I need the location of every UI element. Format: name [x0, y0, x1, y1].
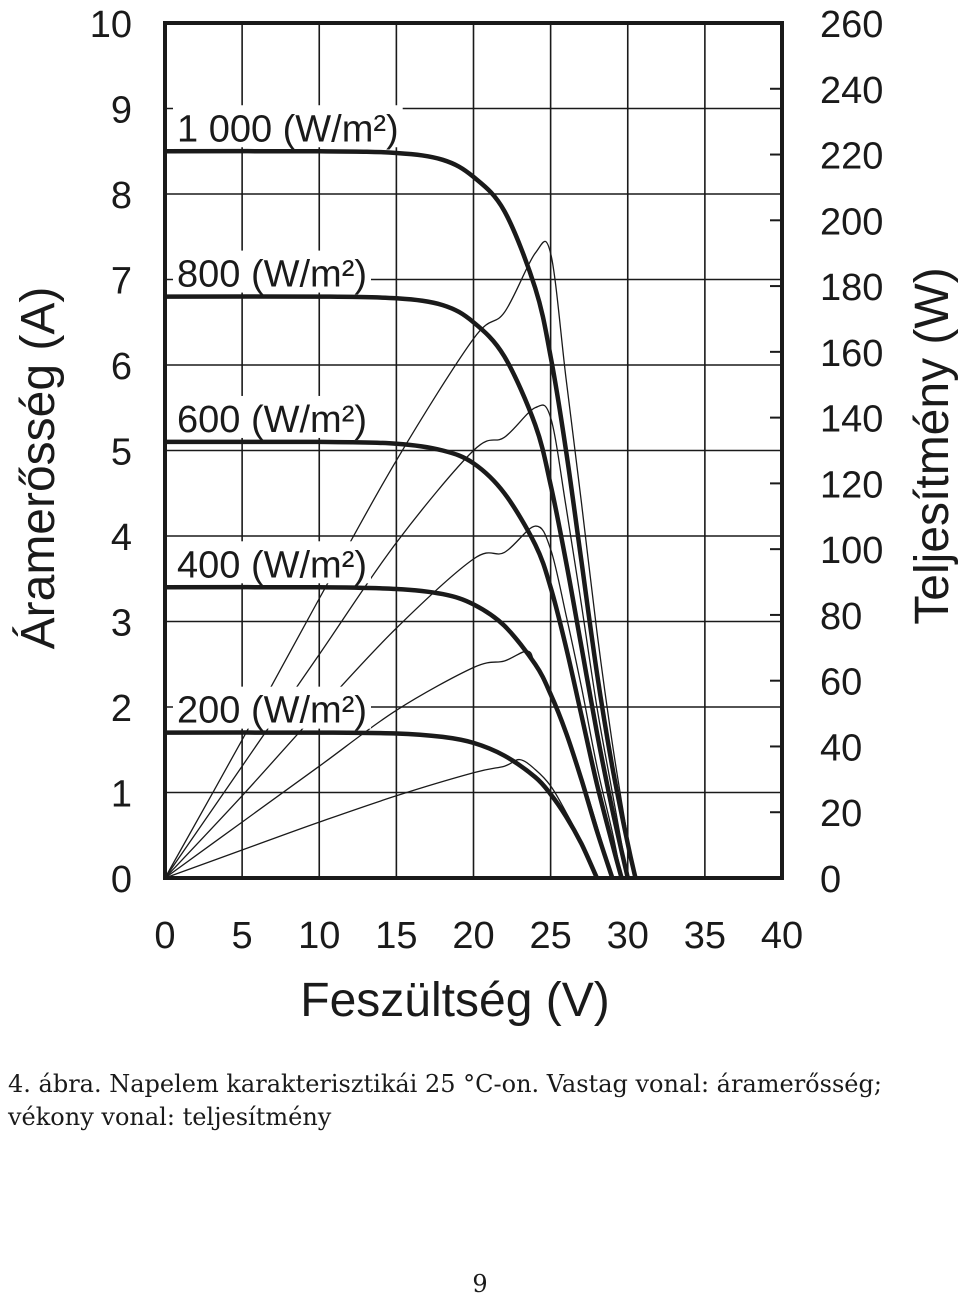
page-number: 9 — [472, 1270, 488, 1298]
current-curve-4 — [164, 584, 615, 879]
current-curve-3 — [164, 439, 624, 879]
y2-axis-tick-labels: 0 20 40 60 80 100 120 140 160 180 200 220 240 260 — [820, 4, 883, 901]
x-axis-title: Feszültség (V) — [300, 974, 609, 1027]
y-tick-label: 8 — [111, 175, 132, 217]
current-curve-5 — [164, 730, 599, 879]
curve-label-background — [173, 541, 371, 584]
y-tick-label: 0 — [111, 859, 132, 901]
power-curve-2 — [164, 404, 629, 879]
y-tick-label: 9 — [111, 90, 132, 132]
y2-tick-label: 180 — [820, 267, 883, 309]
y2-tick-label: 100 — [820, 530, 883, 572]
y2-axis-title: Teljesítmény (W) — [906, 267, 959, 624]
y2-tick-label: 40 — [820, 727, 862, 769]
curve-label-background — [173, 105, 403, 148]
current-curve-2 — [164, 294, 630, 879]
y-tick-label: 6 — [111, 346, 132, 388]
y-tick-label: 2 — [111, 688, 132, 730]
x-tick-label: 40 — [761, 915, 803, 957]
current-curve-1 — [164, 148, 638, 879]
curve-label-background — [173, 395, 371, 438]
curve-label-background — [173, 250, 371, 293]
x-axis-tick-labels: 0 5 10 15 20 25 30 35 40 — [154, 915, 803, 957]
y2-tick-label: 0 — [820, 859, 841, 901]
y-tick-label: 1 — [111, 774, 132, 816]
solar-panel-chart: 1 000 (W/m²) 800 (W/m²) 600 (W/m²) 400 (W/m… — [12, 4, 959, 1027]
x-tick-label: 35 — [684, 915, 726, 957]
y2-tick-label: 60 — [820, 662, 862, 704]
current-curves — [164, 148, 638, 879]
curve-label-2: 800 (W/m²) — [177, 254, 367, 296]
x-tick-label: 30 — [607, 915, 649, 957]
x-tick-label: 25 — [529, 915, 571, 957]
y2-tick-label: 140 — [820, 399, 883, 441]
y2-tick-label: 260 — [820, 4, 883, 46]
curve-labels: 1 000 (W/m²) 800 (W/m²) 600 (W/m²) 400 (W/m… — [173, 105, 403, 732]
y2-tick-label: 80 — [820, 596, 862, 638]
y2-tick-label: 160 — [820, 333, 883, 375]
y-axis-title: Áramerősség (A) — [12, 287, 65, 650]
curve-label-3: 600 (W/m²) — [177, 399, 367, 441]
x-tick-label: 10 — [298, 915, 340, 957]
curve-label-1: 1 000 (W/m²) — [177, 108, 399, 150]
y-tick-label: 4 — [111, 517, 132, 559]
x-tick-label: 5 — [232, 915, 253, 957]
x-tick-label: 15 — [375, 915, 417, 957]
y2-tick-label: 220 — [820, 136, 883, 178]
power-curve-1 — [164, 240, 637, 879]
plot-frame — [163, 21, 784, 880]
y-axis-tick-labels: 0 1 2 3 4 5 6 7 8 9 10 — [90, 4, 132, 901]
y-tick-label: 3 — [111, 603, 132, 645]
y2-tick-label: 20 — [820, 793, 862, 835]
y-tick-label: 5 — [111, 432, 132, 474]
y2-tick-label: 240 — [820, 70, 883, 112]
y2-tick-label: 120 — [820, 464, 883, 506]
curve-label-background — [173, 686, 371, 729]
y2-tick-label: 200 — [820, 201, 883, 243]
x-tick-label: 20 — [452, 915, 494, 957]
figure-caption: 4. ábra. Napelem karakterisztikái 25 °C-… — [8, 1070, 882, 1131]
curve-label-5: 200 (W/m²) — [177, 690, 367, 732]
y-tick-label: 10 — [90, 4, 132, 46]
curve-label-4: 400 (W/m²) — [177, 544, 367, 586]
y-tick-label: 7 — [111, 261, 132, 303]
x-tick-label: 0 — [154, 915, 175, 957]
